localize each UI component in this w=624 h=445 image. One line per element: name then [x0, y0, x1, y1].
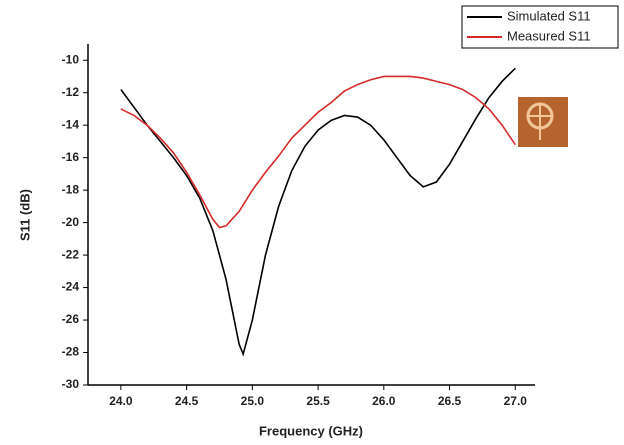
x-tick-label: 25.5 [306, 394, 330, 408]
y-tick-label: -22 [62, 247, 80, 261]
y-tick-label: -12 [62, 85, 80, 99]
y-tick-label: -30 [62, 377, 80, 391]
y-tick-label: -26 [62, 312, 80, 326]
y-tick-label: -10 [62, 52, 80, 66]
x-axis-label: Frequency (GHz) [259, 423, 363, 438]
x-tick-label: 26.5 [438, 394, 462, 408]
y-tick-label: -24 [62, 280, 80, 294]
x-tick-label: 24.5 [175, 394, 199, 408]
y-tick-label: -20 [62, 215, 80, 229]
x-tick-label: 26.0 [372, 394, 396, 408]
legend-label: Measured S11 [507, 28, 591, 43]
y-tick-label: -16 [62, 150, 80, 164]
x-tick-label: 24.0 [109, 394, 133, 408]
chart: Frequency (GHz) S11 (dB) -30 -28 -26 -24 -22… [0, 0, 624, 445]
x-tick-label: 25.0 [241, 394, 265, 408]
y-axis-label: S11 (dB) [17, 189, 32, 241]
y-tick-label: -14 [62, 117, 80, 131]
legend-label: Simulated S11 [507, 8, 591, 23]
antenna-photo [518, 97, 568, 147]
y-tick-label: -28 [62, 345, 80, 359]
background [0, 0, 624, 445]
x-tick-label: 27.0 [504, 394, 528, 408]
y-tick-label: -18 [62, 182, 80, 196]
